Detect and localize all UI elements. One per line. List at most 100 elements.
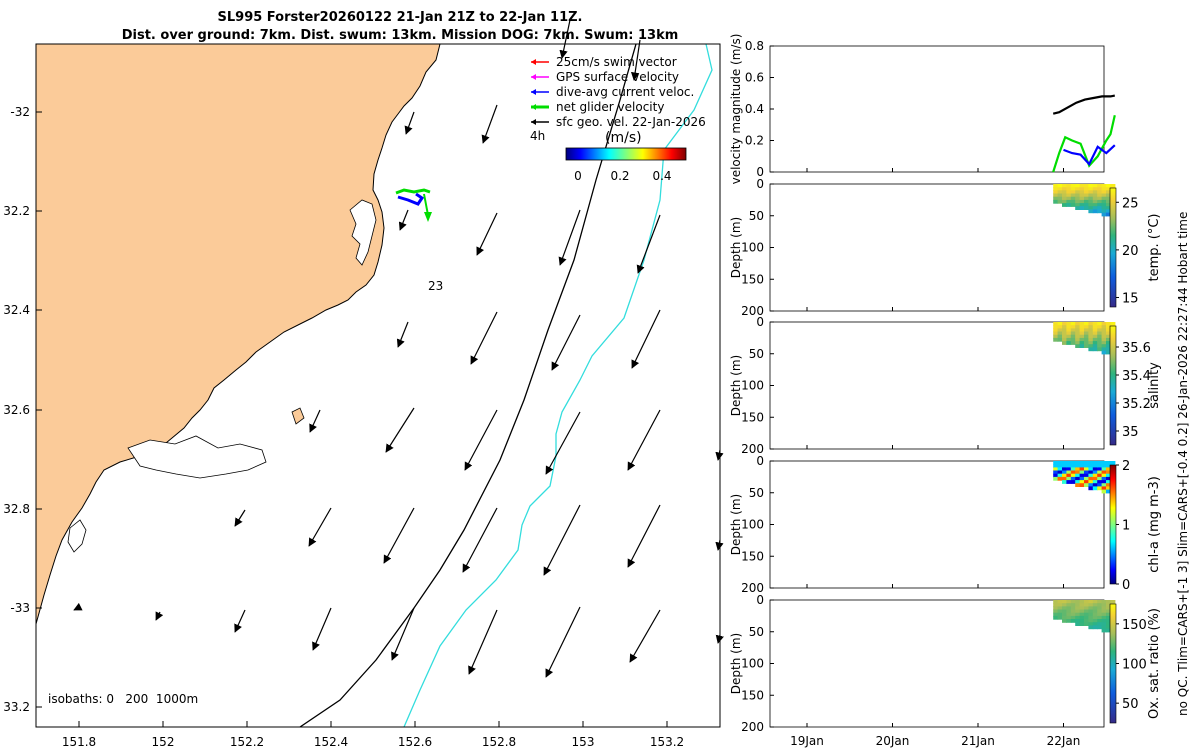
lake-lower: [127, 435, 267, 479]
heatmap-cell: [1097, 325, 1103, 329]
ylabel: velocity magnitude (m/s): [729, 34, 743, 185]
heatmap-cell: [1101, 476, 1107, 481]
heatmap-cell: [1097, 341, 1103, 345]
current-vector: [481, 104, 498, 144]
current-vector: [462, 507, 498, 573]
map-xtick-label: 152: [152, 735, 175, 749]
heatmap-cell: [1057, 476, 1063, 481]
heatmap-cell: [1092, 337, 1098, 342]
current-vector: [559, 19, 571, 59]
heatmap-cell: [1070, 603, 1076, 607]
heatmap-cell: [1084, 600, 1089, 604]
heatmap-cell: [1070, 337, 1076, 342]
heatmap-cell: [1070, 196, 1076, 201]
heatmap-cell: [1070, 470, 1076, 475]
heatmap-cell: [1062, 337, 1067, 342]
heatmap-cell: [1101, 184, 1107, 188]
legend-label: 25cm/s swim vector: [556, 55, 677, 69]
heatmap-cell: [1079, 615, 1085, 620]
heatmap-cell: [1070, 331, 1076, 336]
heatmap-cell: [1101, 212, 1107, 217]
heatmap-cell: [1097, 470, 1103, 475]
heatmap-cell: [1062, 464, 1067, 468]
heatmap-cell: [1070, 187, 1076, 191]
heatmap-cell: [1075, 464, 1081, 468]
heatmap-cell: [1053, 470, 1059, 475]
heatmap-cell: [1101, 322, 1107, 326]
heatmap-cell: [1084, 622, 1089, 626]
heatmap-cell: [1101, 325, 1107, 329]
heatmap-cell: [1088, 603, 1094, 607]
current-vector: [545, 411, 581, 475]
map-ytick-label: 33.2: [3, 700, 30, 714]
heatmap-cell: [1070, 619, 1076, 623]
profile-heatmap: [1053, 322, 1116, 355]
ytick-label: 50: [749, 486, 764, 500]
heatmap-cell: [1101, 331, 1107, 336]
heatmap-cell: [1075, 184, 1081, 188]
colorbar-tick-label: 15: [1122, 291, 1139, 306]
heatmap-cell: [1062, 190, 1067, 195]
heatmap-cell: [1070, 322, 1076, 326]
heatmap-cell: [1092, 619, 1098, 623]
isobath-1000m: [403, 44, 713, 727]
heatmap-cell: [1084, 473, 1089, 478]
heatmap-cell: [1106, 193, 1111, 198]
heatmap-cell: [1088, 322, 1094, 326]
day-marker: 23: [428, 279, 443, 293]
heatmap-cell: [1097, 193, 1103, 198]
heatmap-cell: [1084, 344, 1089, 348]
heatmap-cell: [1079, 322, 1085, 326]
heatmap-cell: [1088, 473, 1094, 478]
heatmap-cell: [1066, 467, 1072, 472]
heatmap-cell: [1106, 209, 1111, 214]
heatmap-cell: [1079, 328, 1085, 333]
heatmap-cell: [1057, 184, 1063, 188]
map-xtick-label: 152.8: [482, 735, 516, 749]
heatmap-cell: [1084, 483, 1089, 487]
heatmap-cell: [1106, 609, 1111, 614]
heatmap-cell: [1084, 461, 1089, 465]
speed-tick-label: 0: [574, 169, 582, 183]
heatmap-cell: [1092, 606, 1098, 611]
heatmap-cell: [1084, 337, 1089, 342]
heatmap-cell: [1075, 615, 1081, 620]
speed-tick-label: 0.4: [652, 169, 671, 183]
heatmap-cell: [1066, 606, 1072, 611]
heatmap-cell: [1075, 612, 1081, 617]
heatmap-cell: [1084, 609, 1089, 614]
heatmap-cell: [1062, 600, 1067, 604]
heatmap-cell: [1070, 190, 1076, 195]
heatmap-cell: [1084, 615, 1089, 620]
ytick-label: 150: [741, 688, 764, 702]
heatmap-cell: [1088, 486, 1094, 491]
heatmap-cell: [1079, 461, 1085, 465]
title-line-2: Dist. over ground: 7km. Dist. swum: 13km…: [121, 28, 679, 43]
heatmap-cell: [1101, 461, 1107, 465]
current-vector: [636, 214, 661, 274]
speed-colorbar: [565, 147, 687, 161]
heatmap-cell: [1106, 476, 1111, 481]
heatmap-cell: [1088, 470, 1094, 475]
heatmap-cell: [1062, 203, 1067, 207]
heatmap-cell: [1101, 337, 1107, 342]
heatmap-cell: [1079, 203, 1085, 207]
heatmap-cell: [1088, 464, 1094, 468]
legend-swatch-head: [531, 74, 536, 80]
map-ytick-label: -32: [10, 105, 30, 119]
legend-label: dive-avg current veloc.: [556, 85, 694, 99]
legend-swatch-head: [531, 89, 536, 95]
heatmap-cell: [1097, 606, 1103, 611]
heatmap-cell: [1097, 209, 1103, 214]
heatmap-cell: [1079, 619, 1085, 623]
ylabel: Depth (m): [729, 217, 743, 278]
heatmap-cell: [1053, 190, 1059, 195]
heatmap-cell: [1106, 461, 1111, 465]
ytick-label: 150: [741, 410, 764, 424]
heatmap-cell: [1097, 467, 1103, 472]
heatmap-cell: [1062, 606, 1067, 611]
heatmap-cell: [1053, 615, 1059, 620]
